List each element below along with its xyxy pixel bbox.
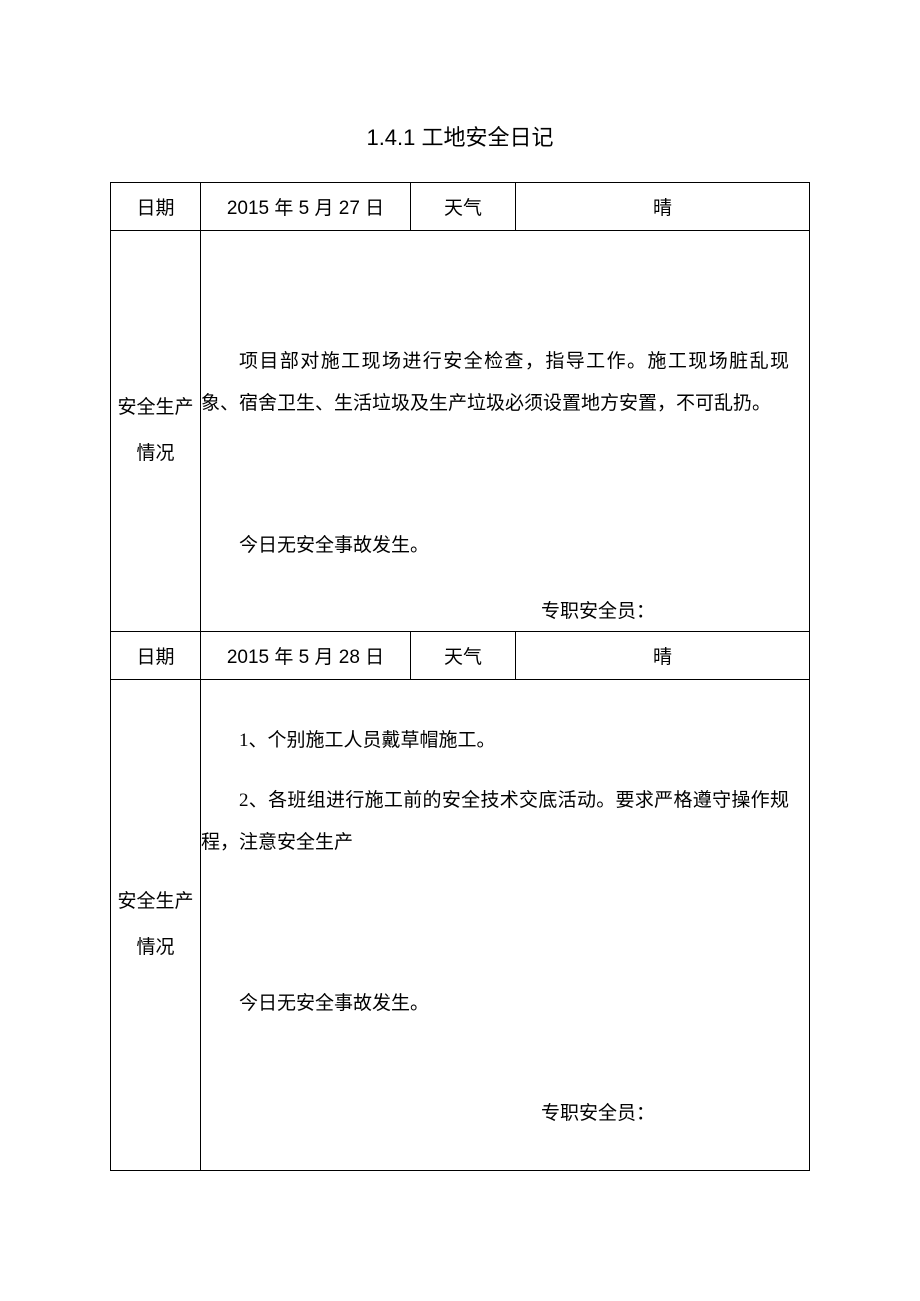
entry2-date: 2015 年 5 月 28 日 — [201, 632, 411, 680]
entry2-weather: 晴 — [516, 632, 810, 680]
entry2-para1: 1、个别施工人员戴草帽施工。 — [201, 680, 789, 762]
entry2-header-row: 日期 2015 年 5 月 28 日 天气 晴 — [111, 632, 810, 680]
date-label2: 日期 — [111, 632, 201, 680]
section-label2: 安全生产情况 — [111, 680, 201, 1171]
title-text: 工地安全日记 — [422, 125, 554, 150]
section-label-text: 安全生产情况 — [115, 385, 196, 476]
document-title: 1.4.1 工地安全日记 — [110, 120, 810, 152]
entry1-date: 2015 年 5 月 27 日 — [201, 183, 411, 231]
entry2-para2: 2、各班组进行施工前的安全技术交底活动。要求严格遵守操作规程，注意安全生产 — [201, 762, 789, 864]
entry1-signature: 专职安全员： — [541, 596, 655, 623]
date-label: 日期 — [111, 183, 201, 231]
entry2-content-cell: 1、个别施工人员戴草帽施工。 2、各班组进行施工前的安全技术交底活动。要求严格遵… — [201, 680, 810, 1171]
section-label: 安全生产情况 — [111, 231, 201, 632]
section-label-text2: 安全生产情况 — [115, 879, 196, 970]
title-number: 1.4.1 — [366, 125, 415, 150]
entry1-para1: 项目部对施工现场进行安全检查，指导工作。施工现场脏乱现象、宿舍卫生、生活垃圾及生… — [201, 231, 789, 425]
entry2-content: 1、个别施工人员戴草帽施工。 2、各班组进行施工前的安全技术交底活动。要求严格遵… — [201, 680, 809, 1170]
entry1-content-cell: 项目部对施工现场进行安全检查，指导工作。施工现场脏乱现象、宿舍卫生、生活垃圾及生… — [201, 231, 810, 632]
entry1-para2: 今日无安全事故发生。 — [201, 425, 789, 567]
entry2-content-row: 安全生产情况 1、个别施工人员戴草帽施工。 2、各班组进行施工前的安全技术交底活… — [111, 680, 810, 1171]
entry1-header-row: 日期 2015 年 5 月 27 日 天气 晴 — [111, 183, 810, 231]
document-page: 1.4.1 工地安全日记 日期 2015 年 5 月 27 日 天气 晴 安全生… — [0, 0, 920, 1171]
entry1-content-row: 安全生产情况 项目部对施工现场进行安全检查，指导工作。施工现场脏乱现象、宿舍卫生… — [111, 231, 810, 632]
weather-label: 天气 — [411, 183, 516, 231]
entry2-para3: 今日无安全事故发生。 — [201, 863, 789, 1025]
entry2-signature: 专职安全员： — [541, 1098, 655, 1125]
diary-table: 日期 2015 年 5 月 27 日 天气 晴 安全生产情况 项目部对施工现场进… — [110, 182, 810, 1171]
weather-label2: 天气 — [411, 632, 516, 680]
entry1-content: 项目部对施工现场进行安全检查，指导工作。施工现场脏乱现象、宿舍卫生、生活垃圾及生… — [201, 231, 809, 631]
entry1-weather: 晴 — [516, 183, 810, 231]
